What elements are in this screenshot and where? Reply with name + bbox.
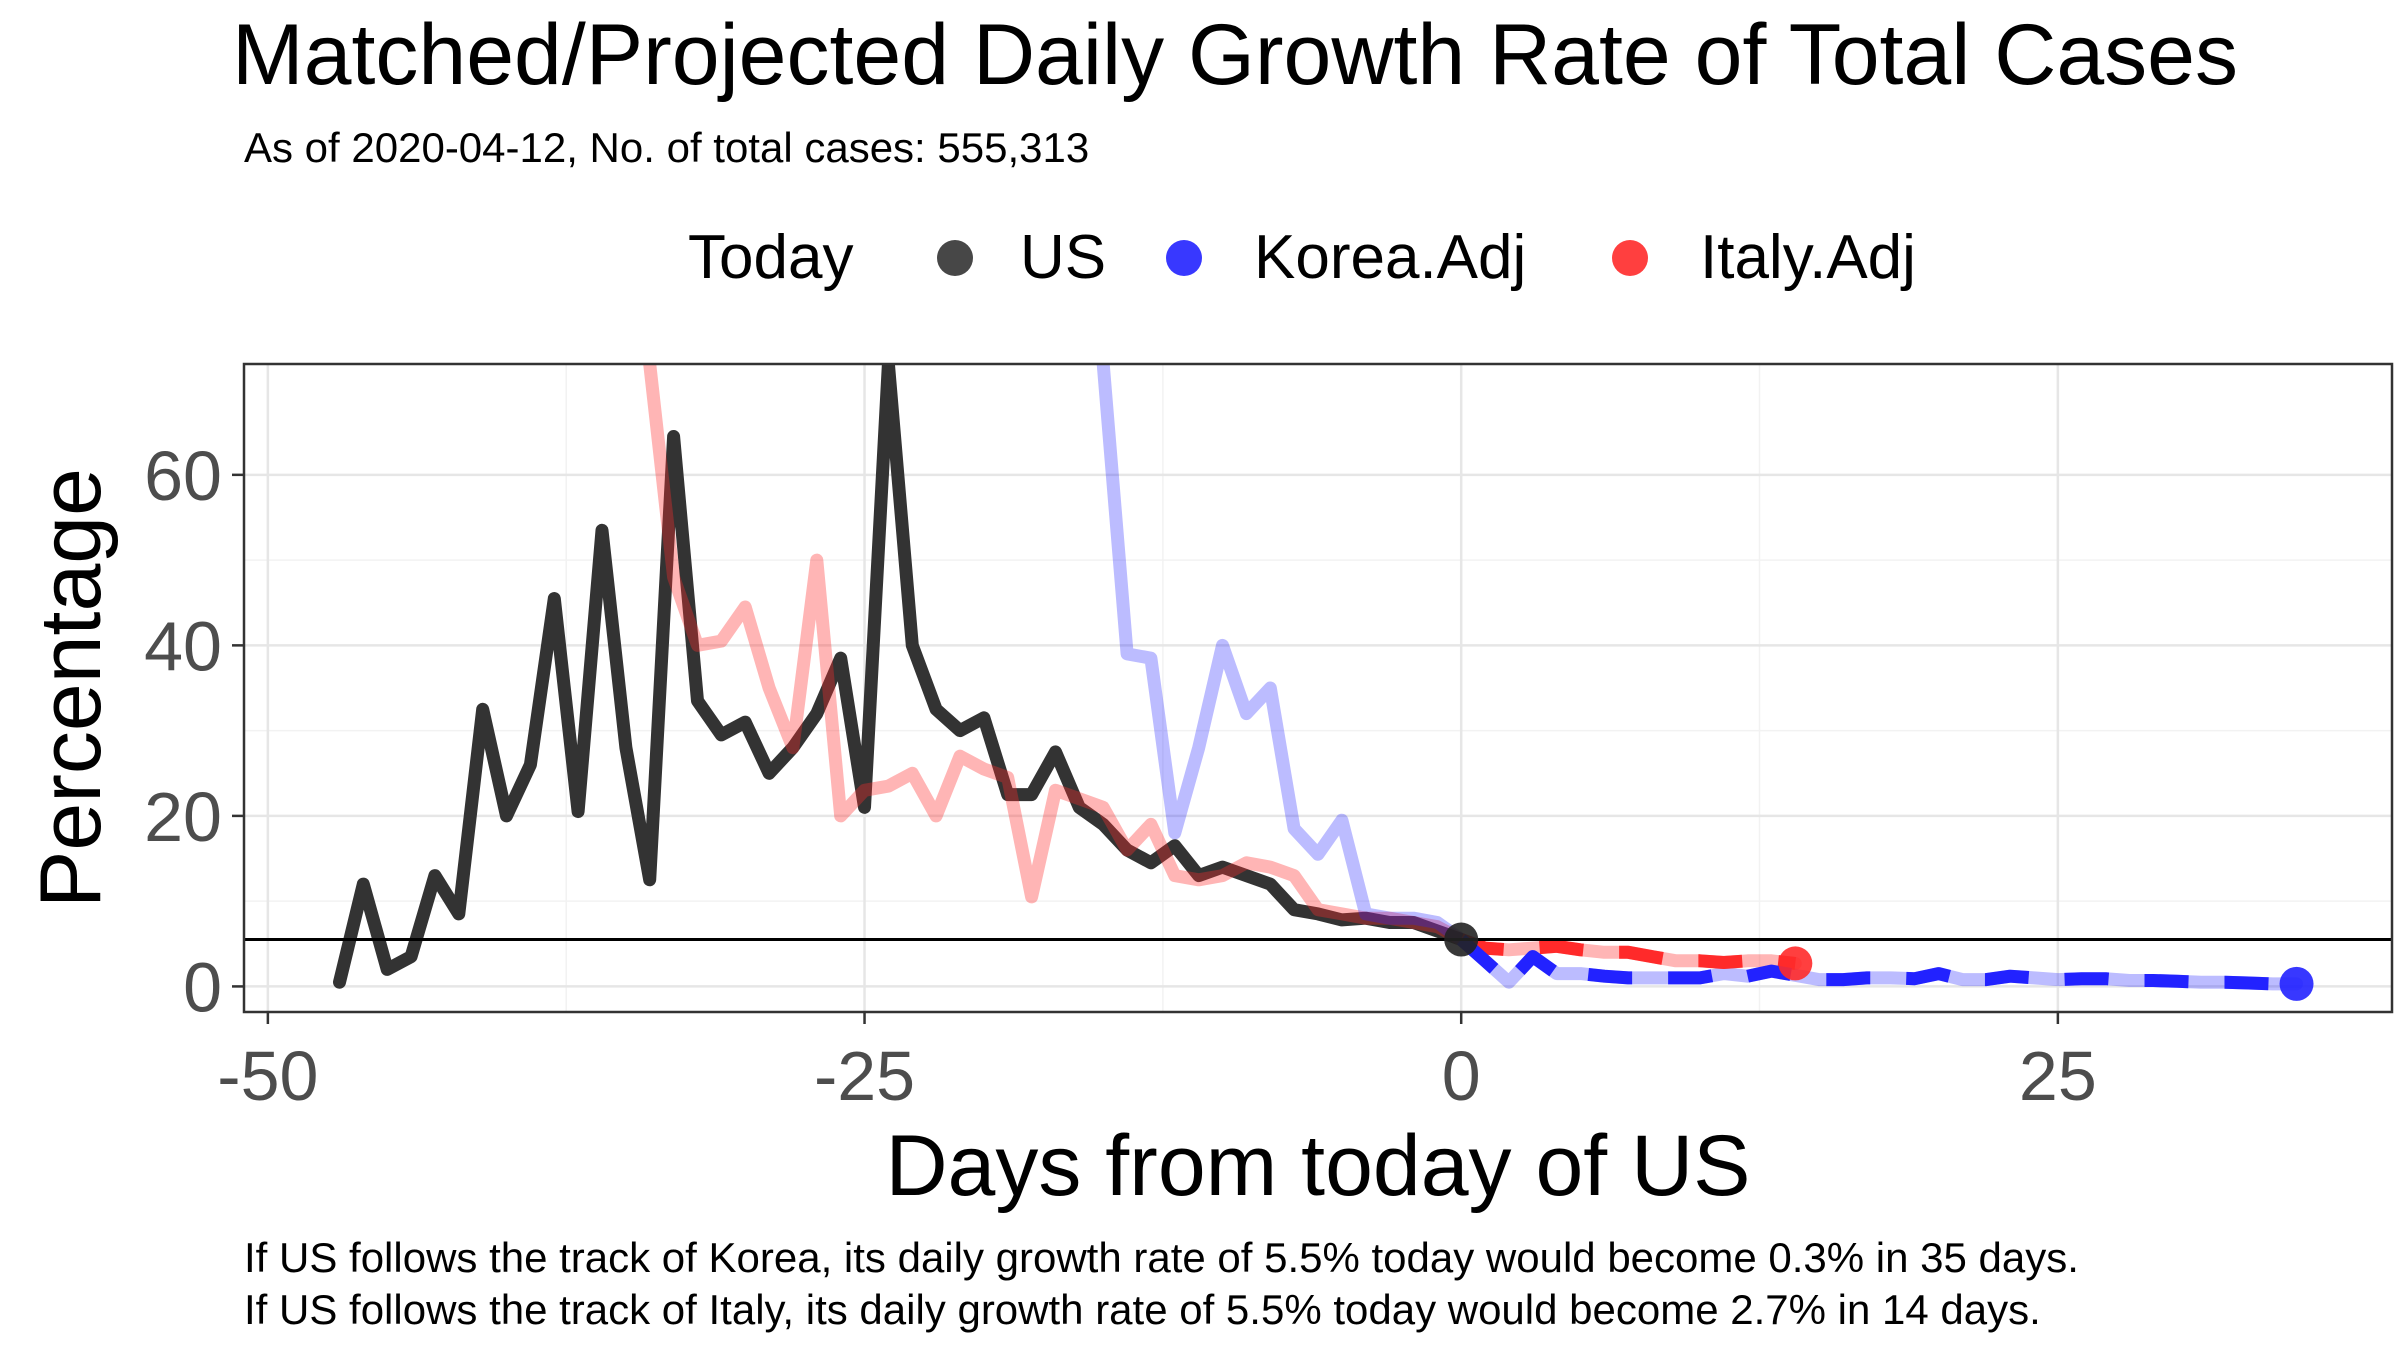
series-line-us bbox=[333, 364, 1468, 989]
series-line-italy-adj-projection bbox=[1458, 933, 1797, 970]
legend-key-italy-adj bbox=[1612, 240, 1648, 276]
x-tick-label: -50 bbox=[217, 1037, 318, 1115]
plot-background bbox=[244, 364, 2392, 1012]
x-tick-label: 0 bbox=[1442, 1037, 1481, 1115]
marker-layer bbox=[1444, 922, 2314, 1001]
chart-title: Matched/Projected Daily Growth Rate of T… bbox=[232, 7, 2238, 103]
marker-us bbox=[1444, 922, 1479, 957]
y-tick-label: 20 bbox=[144, 778, 222, 856]
x-axis-title: Days from today of US bbox=[885, 1118, 1750, 1214]
marker-korea-adj bbox=[2279, 966, 2314, 1001]
axes: -50 -25 0 25 0 20 40 60 bbox=[144, 437, 2097, 1115]
y-tick-label: 60 bbox=[144, 437, 222, 515]
y-tick-label: 0 bbox=[183, 948, 222, 1026]
plot-border bbox=[242, 362, 2394, 1014]
series-layer bbox=[333, 364, 2303, 991]
legend-key-korea-adj bbox=[1166, 240, 1202, 276]
chart-subtitle: As of 2020-04-12, No. of total cases: 55… bbox=[244, 124, 1089, 171]
legend-title: Today bbox=[688, 223, 853, 292]
legend-label-us: US bbox=[1020, 223, 1106, 292]
footnote-italy: If US follows the track of Italy, its da… bbox=[244, 1286, 2041, 1333]
series-line-italy-adj bbox=[643, 364, 1802, 970]
x-tick-label: -25 bbox=[814, 1037, 915, 1115]
series-line-korea-adj-projection bbox=[1456, 934, 2297, 991]
y-axis-title: Percentage bbox=[23, 468, 119, 908]
legend-label-korea-adj: Korea.Adj bbox=[1254, 223, 1526, 292]
legend-key-us bbox=[937, 240, 973, 276]
x-tick-label: 25 bbox=[2019, 1037, 2097, 1115]
plot-area bbox=[242, 362, 2394, 1014]
footnote-korea: If US follows the track of Korea, its da… bbox=[244, 1234, 2079, 1281]
legend: Today US Korea.Adj Italy.Adj bbox=[688, 223, 1916, 292]
marker-italy-adj bbox=[1778, 946, 1813, 981]
y-tick-label: 40 bbox=[144, 607, 222, 685]
legend-label-italy-adj: Italy.Adj bbox=[1700, 223, 1916, 292]
grid bbox=[244, 364, 2392, 1012]
